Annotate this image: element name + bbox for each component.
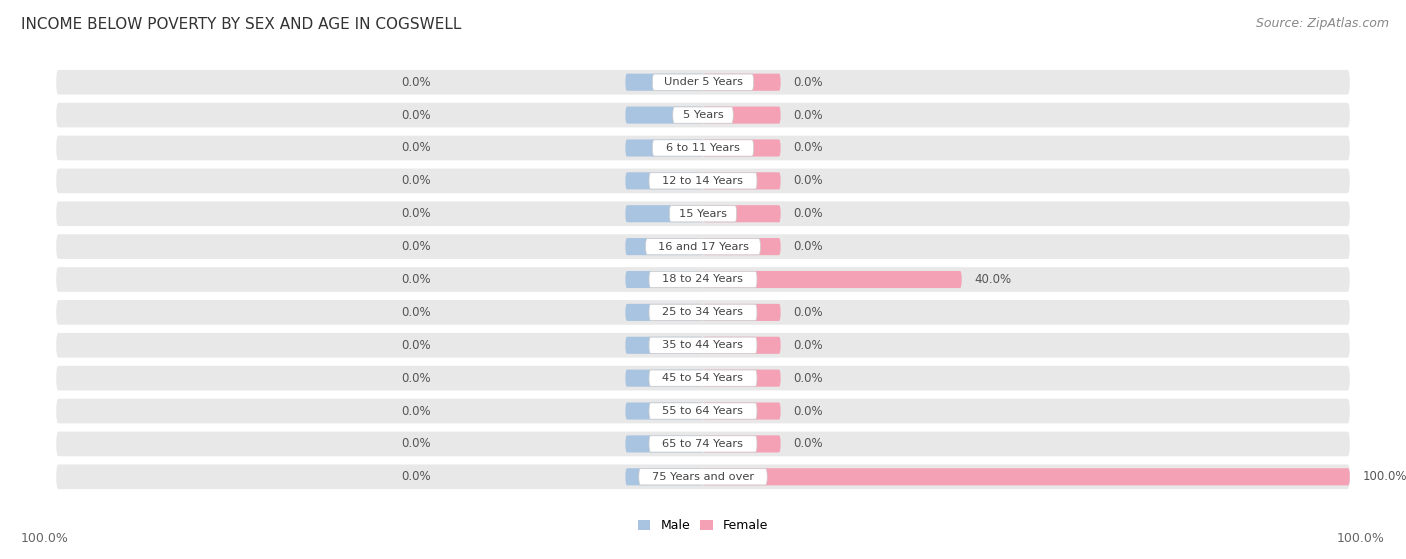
FancyBboxPatch shape (650, 271, 756, 288)
FancyBboxPatch shape (703, 369, 780, 387)
FancyBboxPatch shape (703, 238, 780, 255)
FancyBboxPatch shape (672, 107, 734, 123)
Text: Source: ZipAtlas.com: Source: ZipAtlas.com (1256, 17, 1389, 30)
FancyBboxPatch shape (626, 402, 703, 420)
FancyBboxPatch shape (645, 239, 761, 255)
FancyBboxPatch shape (638, 468, 768, 485)
Text: 45 to 54 Years: 45 to 54 Years (662, 373, 744, 383)
FancyBboxPatch shape (626, 107, 703, 124)
Text: 100.0%: 100.0% (21, 532, 69, 545)
FancyBboxPatch shape (650, 436, 756, 452)
Text: 15 Years: 15 Years (679, 209, 727, 219)
Text: 0.0%: 0.0% (793, 405, 823, 418)
FancyBboxPatch shape (626, 304, 703, 321)
Text: 0.0%: 0.0% (402, 339, 432, 352)
FancyBboxPatch shape (652, 74, 754, 91)
Text: 12 to 14 Years: 12 to 14 Years (662, 176, 744, 186)
FancyBboxPatch shape (650, 370, 756, 386)
Text: 65 to 74 Years: 65 to 74 Years (662, 439, 744, 449)
Text: 0.0%: 0.0% (402, 372, 432, 385)
Text: 40.0%: 40.0% (974, 273, 1012, 286)
FancyBboxPatch shape (626, 468, 703, 485)
FancyBboxPatch shape (703, 74, 780, 91)
Text: 100.0%: 100.0% (1362, 470, 1406, 484)
FancyBboxPatch shape (703, 139, 780, 157)
Text: 0.0%: 0.0% (793, 306, 823, 319)
FancyBboxPatch shape (626, 172, 703, 190)
Text: 16 and 17 Years: 16 and 17 Years (658, 241, 748, 252)
FancyBboxPatch shape (650, 304, 756, 320)
FancyBboxPatch shape (703, 172, 780, 190)
FancyBboxPatch shape (626, 205, 703, 222)
FancyBboxPatch shape (703, 205, 780, 222)
FancyBboxPatch shape (56, 201, 1350, 226)
FancyBboxPatch shape (56, 136, 1350, 160)
FancyBboxPatch shape (626, 369, 703, 387)
FancyBboxPatch shape (703, 107, 780, 124)
FancyBboxPatch shape (650, 403, 756, 419)
FancyBboxPatch shape (650, 173, 756, 189)
FancyBboxPatch shape (703, 468, 1350, 485)
FancyBboxPatch shape (703, 337, 780, 354)
Text: 0.0%: 0.0% (402, 273, 432, 286)
FancyBboxPatch shape (56, 267, 1350, 292)
Text: 6 to 11 Years: 6 to 11 Years (666, 143, 740, 153)
Text: 0.0%: 0.0% (793, 174, 823, 187)
Text: 35 to 44 Years: 35 to 44 Years (662, 340, 744, 350)
Text: 0.0%: 0.0% (402, 174, 432, 187)
Text: 0.0%: 0.0% (402, 75, 432, 89)
FancyBboxPatch shape (56, 399, 1350, 423)
FancyBboxPatch shape (56, 333, 1350, 358)
Text: 0.0%: 0.0% (793, 141, 823, 154)
Text: 0.0%: 0.0% (402, 405, 432, 418)
FancyBboxPatch shape (56, 300, 1350, 325)
FancyBboxPatch shape (626, 337, 703, 354)
Text: 18 to 24 Years: 18 to 24 Years (662, 274, 744, 285)
Text: 0.0%: 0.0% (793, 240, 823, 253)
FancyBboxPatch shape (56, 168, 1350, 193)
FancyBboxPatch shape (703, 271, 962, 288)
FancyBboxPatch shape (650, 337, 756, 353)
FancyBboxPatch shape (652, 140, 754, 156)
FancyBboxPatch shape (56, 70, 1350, 94)
FancyBboxPatch shape (626, 435, 703, 452)
Text: 0.0%: 0.0% (402, 306, 432, 319)
Text: 75 Years and over: 75 Years and over (652, 472, 754, 482)
Text: 0.0%: 0.0% (793, 108, 823, 122)
Legend: Male, Female: Male, Female (633, 514, 773, 537)
Text: 0.0%: 0.0% (793, 339, 823, 352)
Text: 5 Years: 5 Years (683, 110, 723, 120)
FancyBboxPatch shape (56, 432, 1350, 456)
FancyBboxPatch shape (56, 234, 1350, 259)
Text: 0.0%: 0.0% (402, 470, 432, 484)
Text: 0.0%: 0.0% (793, 75, 823, 89)
FancyBboxPatch shape (703, 435, 780, 452)
Text: 0.0%: 0.0% (402, 207, 432, 220)
FancyBboxPatch shape (56, 465, 1350, 489)
Text: 0.0%: 0.0% (402, 437, 432, 451)
FancyBboxPatch shape (626, 271, 703, 288)
FancyBboxPatch shape (703, 402, 780, 420)
FancyBboxPatch shape (56, 103, 1350, 127)
Text: INCOME BELOW POVERTY BY SEX AND AGE IN COGSWELL: INCOME BELOW POVERTY BY SEX AND AGE IN C… (21, 17, 461, 32)
Text: 0.0%: 0.0% (793, 372, 823, 385)
FancyBboxPatch shape (703, 304, 780, 321)
Text: 0.0%: 0.0% (402, 240, 432, 253)
FancyBboxPatch shape (626, 238, 703, 255)
Text: 55 to 64 Years: 55 to 64 Years (662, 406, 744, 416)
FancyBboxPatch shape (626, 74, 703, 91)
Text: 0.0%: 0.0% (793, 207, 823, 220)
FancyBboxPatch shape (669, 206, 737, 222)
FancyBboxPatch shape (56, 366, 1350, 391)
Text: Under 5 Years: Under 5 Years (664, 77, 742, 87)
Text: 100.0%: 100.0% (1337, 532, 1385, 545)
Text: 0.0%: 0.0% (402, 108, 432, 122)
Text: 25 to 34 Years: 25 to 34 Years (662, 307, 744, 318)
Text: 0.0%: 0.0% (402, 141, 432, 154)
Text: 0.0%: 0.0% (793, 437, 823, 451)
FancyBboxPatch shape (626, 139, 703, 157)
